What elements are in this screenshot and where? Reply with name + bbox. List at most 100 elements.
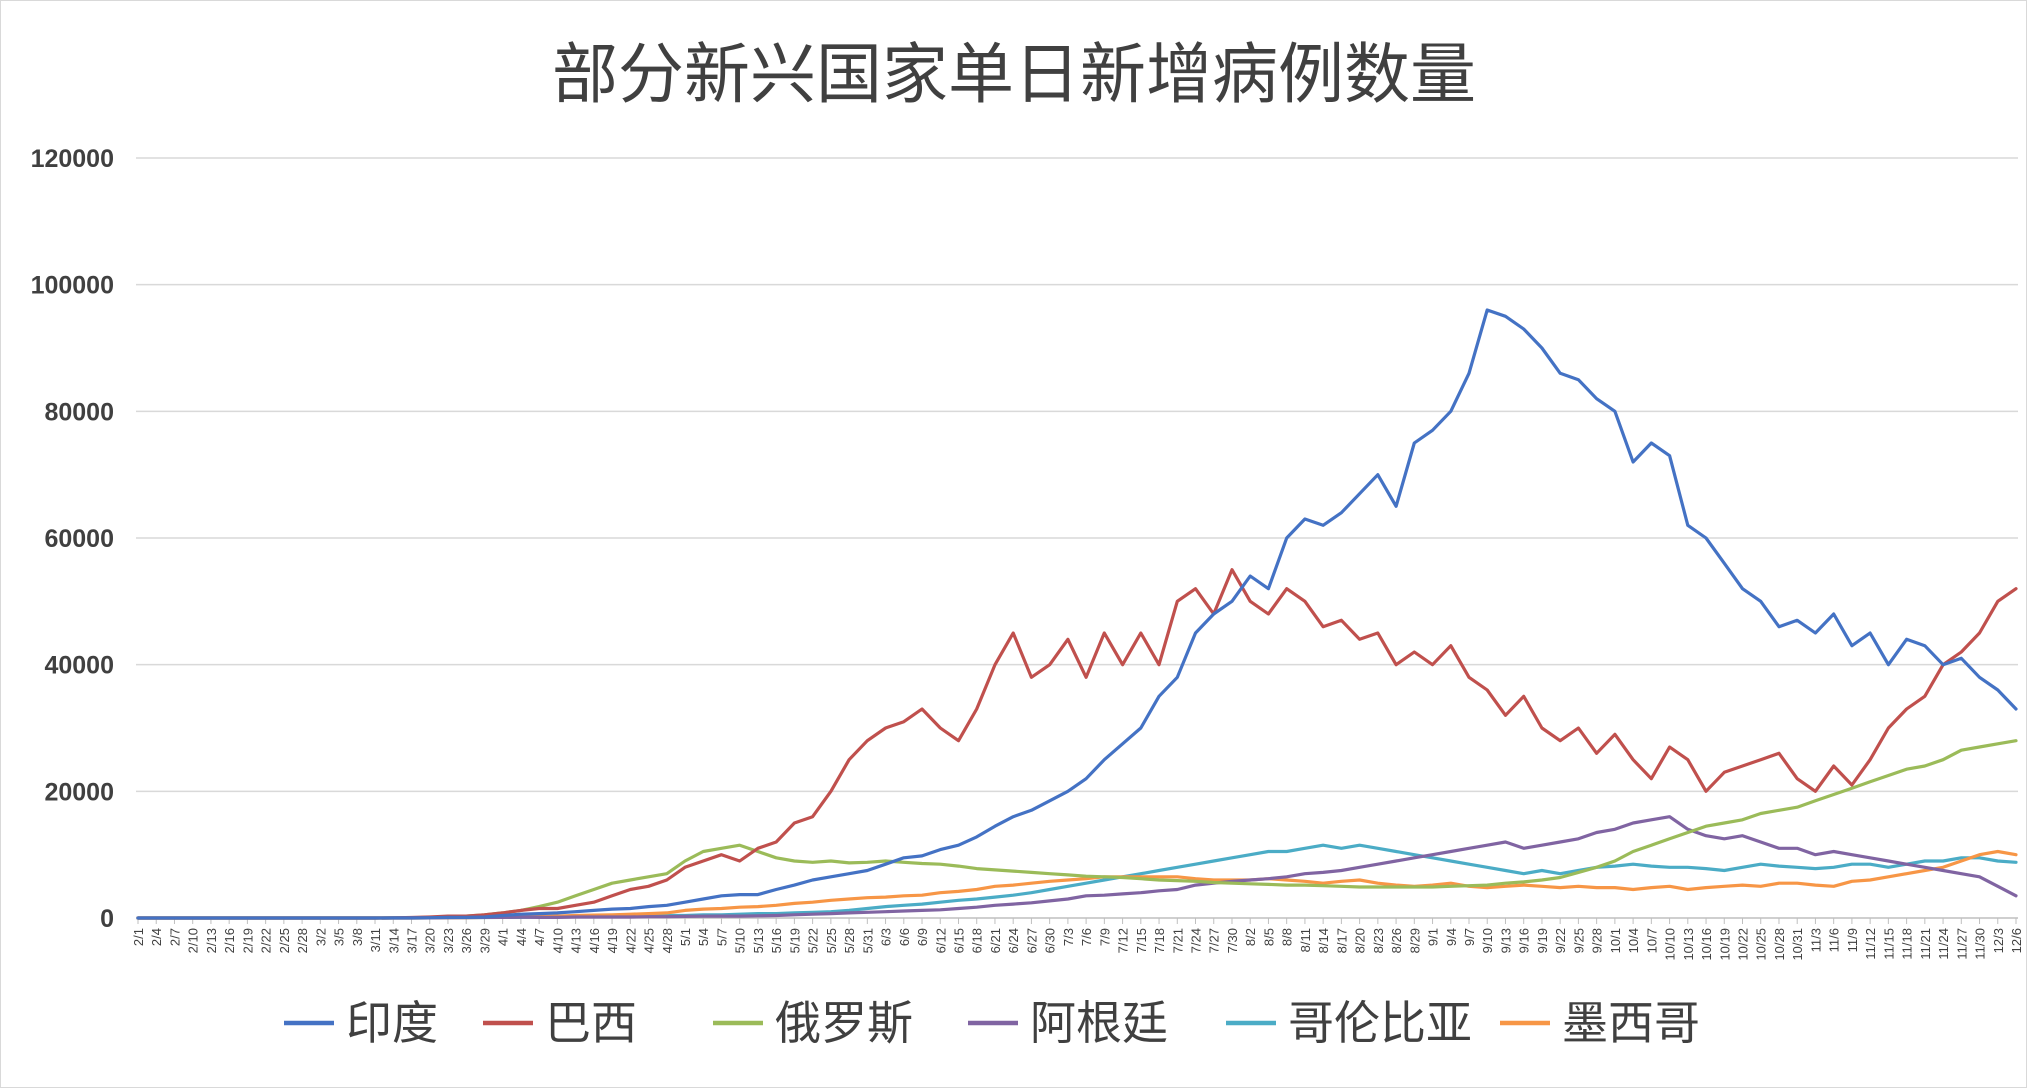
x-tick-label: 6/9 xyxy=(915,928,930,946)
x-tick-label: 4/25 xyxy=(642,928,657,953)
x-tick-label: 4/13 xyxy=(569,928,584,953)
x-tick-label: 11/21 xyxy=(1918,928,1933,960)
x-tick-label: 9/28 xyxy=(1590,928,1605,953)
x-tick-label: 6/15 xyxy=(951,928,966,953)
x-tick-label: 7/9 xyxy=(1097,928,1112,946)
x-tick-label: 4/19 xyxy=(605,928,620,953)
x-tick-label: 3/20 xyxy=(423,928,438,953)
x-tick-label: 7/21 xyxy=(1170,928,1185,953)
x-tick-label: 2/10 xyxy=(186,928,201,953)
x-tick-label: 2/13 xyxy=(204,928,219,953)
x-tick-label: 2/25 xyxy=(277,928,292,953)
x-tick-label: 3/11 xyxy=(368,928,383,952)
x-tick-label: 8/17 xyxy=(1334,928,1349,953)
legend-item-1: 巴西 xyxy=(483,996,637,1050)
legend-label: 哥伦比亚 xyxy=(1288,996,1472,1050)
x-tick-label: 3/26 xyxy=(459,928,474,953)
legend-item-0: 印度 xyxy=(284,996,438,1050)
x-tick-label: 4/28 xyxy=(660,928,675,953)
series-line-0 xyxy=(136,308,2018,920)
x-tick-label: 7/3 xyxy=(1061,928,1076,946)
x-tick-label: 11/18 xyxy=(1900,928,1915,960)
x-tick-label: 3/8 xyxy=(350,928,365,946)
x-tick-label: 10/7 xyxy=(1644,928,1659,953)
x-tick-label: 12/3 xyxy=(1991,928,2006,953)
x-tick-label: 5/4 xyxy=(696,928,711,946)
x-tick-label: 7/15 xyxy=(1134,928,1149,953)
x-tick-label: 9/10 xyxy=(1480,928,1495,953)
x-tick-label: 5/16 xyxy=(769,928,784,953)
x-tick-label: 10/22 xyxy=(1736,928,1751,961)
legend: 印度 巴西 俄罗斯 阿根廷 哥伦比亚 墨西哥 xyxy=(284,996,1700,1050)
x-tick-label: 5/25 xyxy=(824,928,839,953)
x-tick-label: 8/5 xyxy=(1261,928,1276,946)
x-tick-label: 10/25 xyxy=(1754,928,1769,961)
x-tick-label: 2/28 xyxy=(295,928,310,953)
x-tick-label: 6/6 xyxy=(897,928,912,946)
x-tick-label: 4/4 xyxy=(514,928,529,946)
x-axis-ticks: 2/1 2/4 2/7 2/10 2/13 2/16 2/19 2/22 2/25 2/28 3/2… xyxy=(131,928,2024,961)
x-tick-label: 10/16 xyxy=(1699,928,1714,961)
x-tick-label: 6/27 xyxy=(1024,928,1039,953)
x-tick-label: 2/4 xyxy=(149,928,164,946)
x-tick-label: 9/13 xyxy=(1498,928,1513,953)
x-tick-label: 7/27 xyxy=(1207,928,1222,953)
x-tick-label: 7/6 xyxy=(1079,928,1094,946)
x-tick-label: 11/30 xyxy=(1973,928,1988,960)
x-tick-label: 8/8 xyxy=(1280,928,1295,946)
y-axis-ticks: 0 20000 40000 60000 80000 100000 120000 xyxy=(31,145,114,933)
y-tick-label: 60000 xyxy=(44,525,114,553)
x-tick-label: 10/4 xyxy=(1626,928,1641,953)
x-tick-label: 4/7 xyxy=(532,928,547,946)
x-tick-label: 8/26 xyxy=(1389,928,1404,953)
y-tick-label: 100000 xyxy=(31,272,114,300)
y-tick-label: 80000 xyxy=(44,398,114,426)
x-tick-label: 10/19 xyxy=(1717,928,1732,961)
x-tick-label: 2/22 xyxy=(259,928,274,953)
x-tick-label: 5/13 xyxy=(751,928,766,953)
x-tick-label: 7/18 xyxy=(1152,928,1167,953)
x-tick-label: 2/1 xyxy=(131,928,146,946)
x-tick-label: 11/12 xyxy=(1863,928,1878,960)
x-tick-label: 4/10 xyxy=(550,928,565,953)
x-tick-label: 11/6 xyxy=(1827,928,1842,952)
x-tick-label: 9/25 xyxy=(1571,928,1586,953)
x-tick-label: 9/1 xyxy=(1426,928,1441,946)
legend-label: 印度 xyxy=(346,996,438,1050)
x-tick-label: 5/7 xyxy=(714,928,729,946)
x-tick-label: 7/30 xyxy=(1225,928,1240,953)
x-tick-label: 5/19 xyxy=(787,928,802,953)
legend-label: 墨西哥 xyxy=(1562,996,1700,1050)
x-tick-label: 5/22 xyxy=(806,928,821,953)
x-tick-label: 8/11 xyxy=(1298,928,1313,952)
x-tick-label: 9/16 xyxy=(1517,928,1532,953)
x-tick-label: 10/31 xyxy=(1790,928,1805,961)
x-tick-label: 9/7 xyxy=(1462,928,1477,946)
y-tick-label: 40000 xyxy=(44,652,114,680)
x-tick-label: 6/12 xyxy=(933,928,948,953)
x-tick-label: 8/14 xyxy=(1316,928,1331,953)
x-tick-label: 3/2 xyxy=(313,928,328,946)
x-tick-label: 10/1 xyxy=(1608,928,1623,953)
x-tick-label: 5/28 xyxy=(842,928,857,953)
x-tick-label: 6/24 xyxy=(1006,928,1021,953)
x-tick-label: 3/29 xyxy=(477,928,492,953)
x-tick-label: 11/24 xyxy=(1936,928,1951,960)
x-tick-label: 4/22 xyxy=(623,928,638,953)
y-tick-label: 120000 xyxy=(31,145,114,173)
x-tick-label: 4/16 xyxy=(587,928,602,953)
x-tick-label: 11/9 xyxy=(1845,928,1860,952)
x-tick-label: 3/5 xyxy=(332,928,347,946)
x-tick-label: 10/10 xyxy=(1663,928,1678,961)
x-tick-label: 7/12 xyxy=(1116,928,1131,953)
x-tick-label: 9/22 xyxy=(1553,928,1568,953)
x-tick-label: 12/6 xyxy=(2009,928,2024,953)
x-tick-label: 5/31 xyxy=(860,928,875,953)
x-tick-label: 5/1 xyxy=(678,928,693,946)
x-tick-label: 2/19 xyxy=(240,928,255,953)
chart-title: 部分新兴国家单日新增病例数量 xyxy=(552,36,1476,113)
x-tick-label: 2/16 xyxy=(222,928,237,953)
legend-label: 俄罗斯 xyxy=(775,996,913,1050)
